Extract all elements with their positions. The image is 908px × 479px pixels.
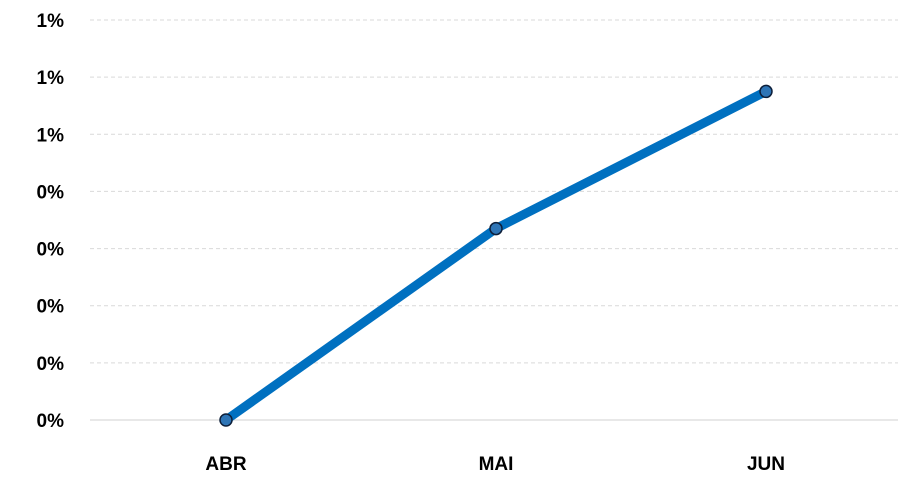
x-tick-label: ABR <box>205 454 246 474</box>
series-lines <box>221 86 771 425</box>
y-tick-label: 0% <box>37 411 65 432</box>
x-tick-label: JUN <box>747 454 785 474</box>
y-axis-tick-labels: 0% 0% 0% 0% 0% 1% 1% 1% <box>37 11 65 432</box>
gridlines <box>90 19 898 364</box>
x-axis-tick-labels: ABR MAI JUN <box>205 454 785 475</box>
data-point-marker <box>759 84 773 99</box>
x-tick-label: MAI <box>479 454 514 474</box>
y-tick-label: 0% <box>37 182 65 203</box>
data-point-marker <box>489 221 503 236</box>
y-tick-label: 0% <box>37 240 65 261</box>
series-markers <box>219 84 773 427</box>
y-tick-label: 0% <box>37 354 65 375</box>
y-tick-label: 1% <box>37 125 65 146</box>
y-tick-label: 1% <box>37 11 65 32</box>
y-tick-label: 0% <box>37 297 65 318</box>
data-point-marker <box>219 413 233 427</box>
series-line <box>221 86 771 425</box>
y-tick-label: 1% <box>37 68 65 89</box>
